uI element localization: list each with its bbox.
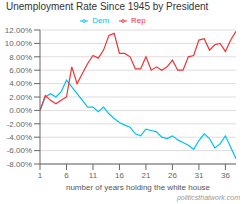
svg-text:-4.00%: -4.00%	[8, 133, 32, 142]
svg-text:-2.00%: -2.00%	[8, 120, 32, 129]
svg-text:10.00%: 10.00%	[8, 39, 32, 48]
svg-text:16: 16	[115, 171, 124, 180]
svg-text:4.00%: 4.00%	[9, 79, 32, 88]
svg-text:0.00%: 0.00%	[9, 106, 32, 115]
html-text:Unemployment Rate Since 1945 b: Unemployment Rate Since 1945 by Presiden…	[6, 1, 209, 12]
svg-text:6.00%: 6.00%	[9, 66, 32, 75]
svg-text:8.00%: 8.00%	[9, 53, 32, 62]
html-text:Dem: Dem	[92, 16, 110, 25]
svg-text:11: 11	[89, 171, 98, 180]
html-text:politicsthatwork.com: politicsthatwork.com	[177, 194, 240, 201]
svg-text:-8.00%: -8.00%	[8, 160, 32, 169]
svg-text:12.00%: 12.00%	[8, 26, 32, 35]
html-text:Rep: Rep	[131, 16, 146, 25]
svg-text:6: 6	[64, 171, 69, 180]
svg-text:1: 1	[38, 171, 43, 180]
svg-text:31: 31	[194, 171, 203, 180]
svg-text:number of years holding the wh: number of years holding the white house	[66, 183, 211, 192]
svg-text:21: 21	[141, 171, 150, 180]
svg-text:36: 36	[221, 171, 230, 180]
svg-text:26: 26	[168, 171, 177, 180]
svg-text:2.00%: 2.00%	[9, 93, 32, 102]
svg-text:-6.00%: -6.00%	[8, 146, 32, 155]
